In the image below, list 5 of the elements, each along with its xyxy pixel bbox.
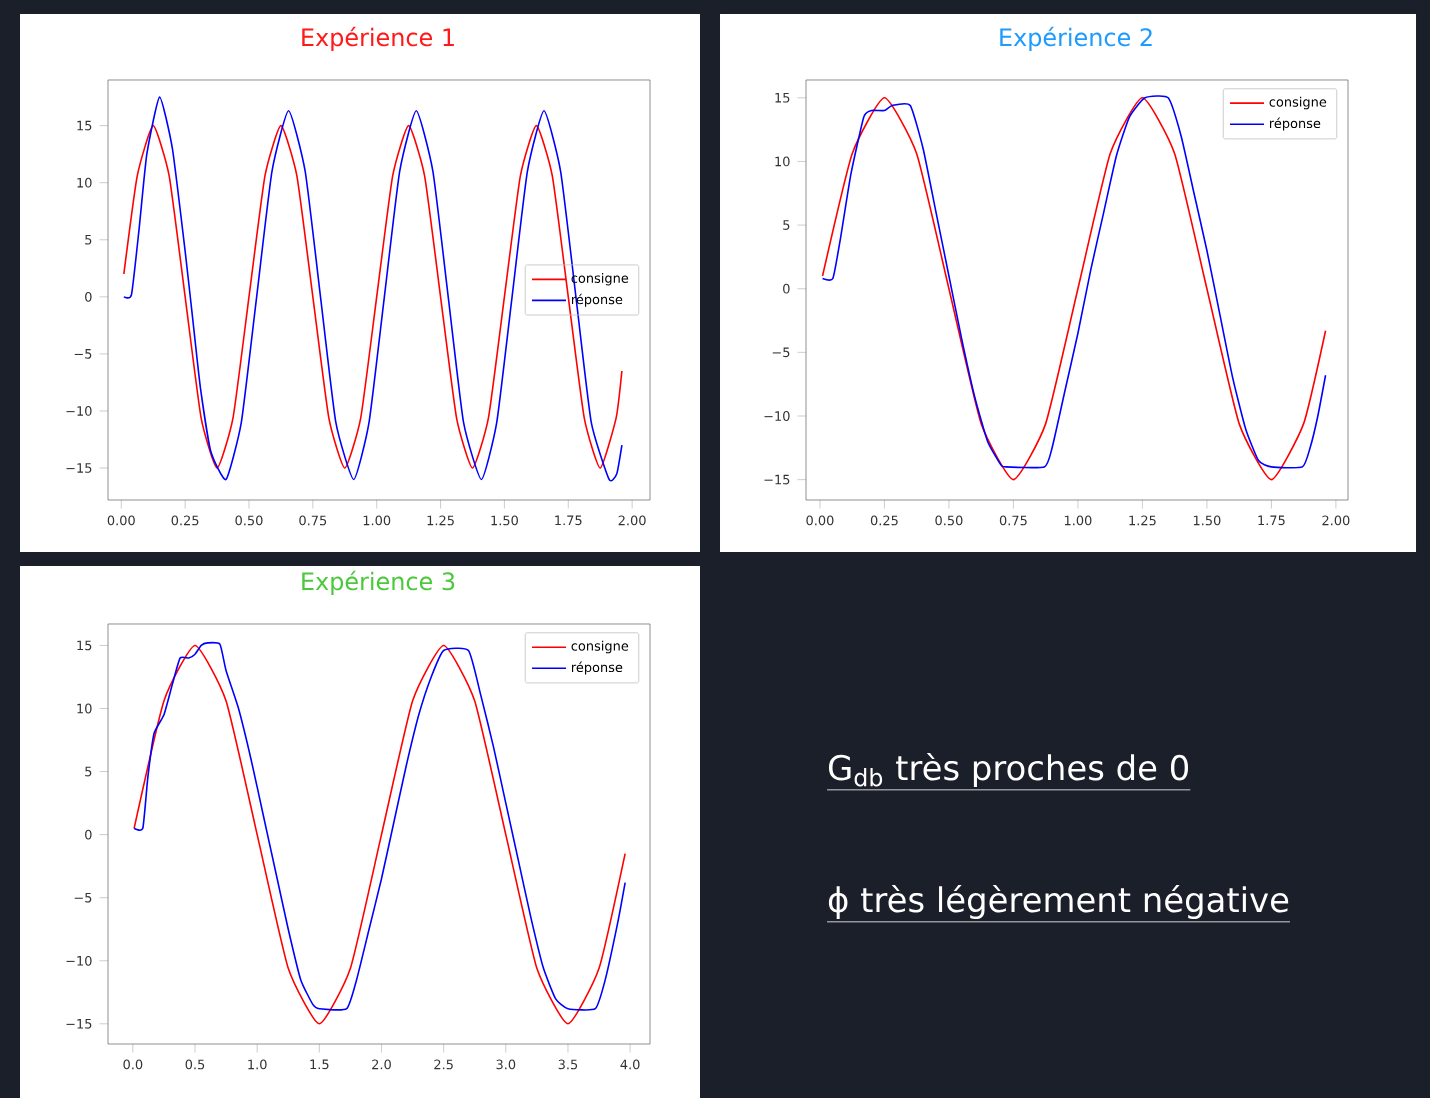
chart-title: Expérience 1	[302, 26, 454, 51]
text: G$_{db}$ très proches de 0	[828, 752, 1189, 788]
chart-title: Expérience 2	[1000, 26, 1152, 51]
chart-title: Expérience 3	[302, 570, 455, 595]
text: ϕ très légèrement négative	[828, 884, 1289, 920]
